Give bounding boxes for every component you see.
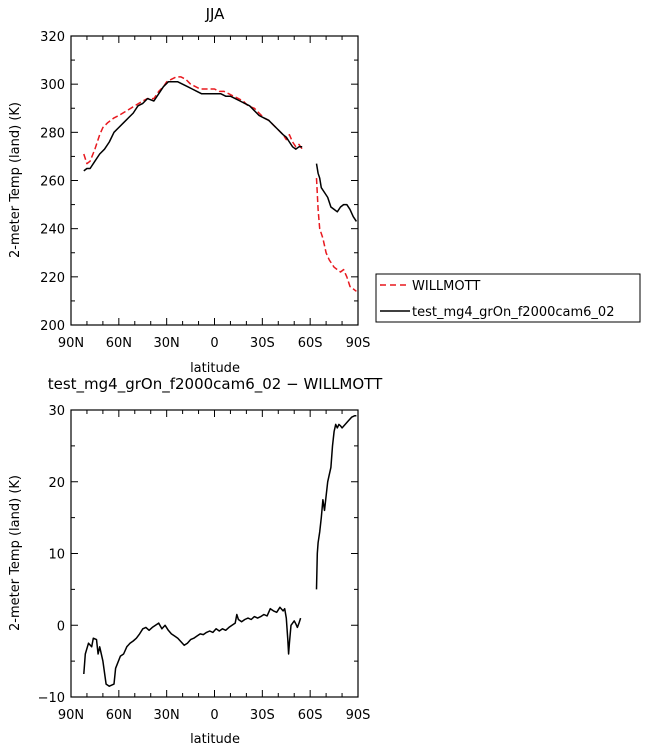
bottom-chart-y-tick-label: 0 [57, 619, 65, 634]
bottom-chart-x-axis-label: latitude [190, 732, 240, 747]
top-chart-y-tick-label: 200 [40, 319, 65, 334]
legend-label-model: test_mg4_grOn_f2000cam6_02 [412, 305, 614, 320]
top-chart-series-test-mg4-gron-f2000cam6-02-segment-2 [315, 163, 358, 222]
top-chart-x-tick-label: 0 [210, 336, 218, 351]
top-chart-y-tick-label: 300 [40, 78, 65, 93]
bottom-chart-x-tick-label: 60N [106, 708, 132, 723]
bottom-chart-y-tick-label: −10 [38, 691, 65, 706]
temperature-chart: JJA 90N 60N 30N 0 30S 60S 90S 200 220 240 260 280 30… [8, 5, 370, 376]
bottom-chart-title: test_mg4_grOn_f2000cam6_02 − WILLMOTT [48, 375, 383, 394]
top-chart-series-willmott-segment-2 [315, 178, 357, 292]
top-chart-x-tick-label: 60N [106, 336, 132, 351]
bottom-chart-x-tick-label: 90S [346, 708, 371, 723]
top-chart-title: JJA [205, 5, 226, 23]
top-chart-x-axis-label: latitude [190, 361, 240, 376]
bottom-chart-x-tick-label: 0 [210, 708, 218, 723]
bottom-chart-x-tick-label: 90N [58, 708, 84, 723]
top-chart-y-tick-label: 260 [40, 175, 65, 190]
top-chart-y-axis-label: 2-meter Temp (land) (K) [8, 102, 23, 258]
top-chart-frame [70, 35, 359, 326]
bottom-chart-y-tick-label: 30 [48, 404, 65, 419]
top-chart-x-tick-label: 60S [298, 336, 323, 351]
legend-box [375, 273, 641, 323]
top-chart-x-tick-label: 30N [154, 336, 180, 351]
bottom-chart-x-tick-label: 60S [298, 708, 323, 723]
bottom-chart-x-tick-label: 30N [154, 708, 180, 723]
bottom-chart-series-difference-segment-2 [315, 414, 357, 590]
bottom-chart-y-axis-label: 2-meter Temp (land) (K) [8, 475, 23, 631]
bottom-chart-frame [70, 409, 359, 698]
top-chart-x-tick-label: 30S [250, 336, 275, 351]
bottom-chart-y-tick-label: 20 [48, 476, 65, 491]
difference-chart: test_mg4_grOn_f2000cam6_02 − WILLMOTT 90… [8, 375, 383, 747]
bottom-chart-y-tick-label: 10 [48, 548, 65, 563]
top-chart-y-tick-label: 220 [40, 271, 65, 286]
legend-label-willmott: WILLMOTT [412, 279, 480, 294]
top-chart-y-tick-label: 280 [40, 126, 65, 141]
bottom-chart-series-difference-segment-1 [83, 606, 302, 687]
top-chart-x-tick-label: 90N [58, 336, 84, 351]
top-chart-y-tick-label: 240 [40, 223, 65, 238]
bottom-chart-x-tick-label: 30S [250, 708, 275, 723]
top-chart-y-tick-label: 320 [40, 30, 65, 45]
top-chart-series-test-mg4-gron-f2000cam6-02-segment-1 [83, 81, 303, 172]
legend: WILLMOTT test_mg4_grOn_f2000cam6_02 [375, 273, 641, 323]
top-chart-x-tick-label: 90S [346, 336, 371, 351]
